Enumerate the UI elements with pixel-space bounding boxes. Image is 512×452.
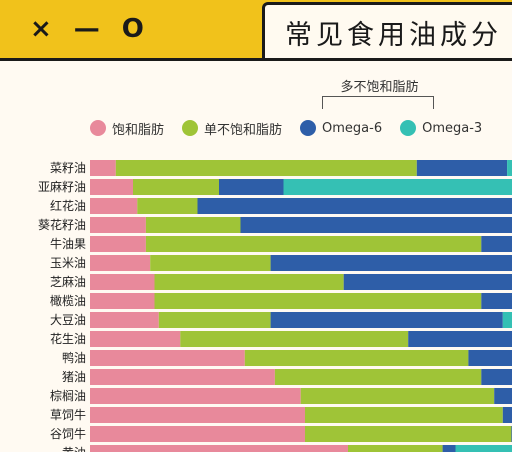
category-label: 黄油 (62, 446, 86, 452)
category-label: 玉米油 (50, 256, 86, 270)
legend-label: 饱和脂肪 (112, 122, 165, 138)
bar-segment (244, 350, 469, 366)
legend: 饱和脂肪 单不饱和脂肪 Omega-6 Omega-3 (90, 118, 500, 138)
bar-segment (90, 274, 155, 290)
bar-segment (90, 255, 151, 271)
legend-label: Omega-3 (422, 120, 483, 136)
bar-segment (305, 426, 512, 442)
bar-segment (90, 293, 155, 309)
bar-segment (300, 388, 495, 404)
bar-segment (90, 236, 146, 252)
bar-segment (416, 160, 508, 176)
legend-item: Omega-3 (400, 120, 482, 136)
maximize-icon[interactable]: O (121, 14, 148, 44)
legend-swatch (300, 120, 317, 136)
bar-segment (90, 350, 245, 366)
bar-segment (481, 293, 512, 309)
category-label: 花生油 (50, 331, 86, 346)
bar-segment (455, 445, 512, 452)
bar-segment (90, 407, 305, 423)
legend-swatch (90, 120, 106, 136)
legend-group-bracket (322, 96, 434, 109)
bar-segment (502, 407, 512, 423)
bar-segment (274, 369, 482, 385)
bar-segment (481, 236, 512, 252)
bar-segment (507, 160, 512, 176)
bar-segment (137, 198, 198, 214)
stacked-bar-chart: 菜籽油亚麻籽油红花油葵花籽油牛油果玉米油芝麻油橄榄油大豆油花生油鸭油猪油棕榈油草… (38, 160, 512, 452)
bar-segment (348, 445, 443, 452)
legend-group-label: 多不饱和脂肪 (340, 80, 419, 95)
bar-segment (270, 312, 503, 328)
category-label: 葵花籽油 (38, 217, 86, 232)
bar-segment (90, 445, 348, 452)
bar-segment (305, 407, 503, 423)
bar-segment (494, 388, 512, 404)
bar-segment (197, 198, 512, 214)
bar-segment (150, 255, 271, 271)
bar-segment (90, 426, 305, 442)
bar-segment (158, 312, 271, 328)
category-label: 橄榄油 (50, 293, 86, 308)
bar-segment (154, 274, 344, 290)
category-label: 谷饲牛 (50, 426, 86, 441)
bar-segment (283, 179, 512, 195)
title-box: 常见食用油成分 (262, 2, 512, 60)
category-label: 红花油 (50, 198, 86, 213)
bar-segment (90, 179, 133, 195)
bar-segment (90, 312, 159, 328)
legend-label: Omega-6 (322, 120, 383, 136)
bar-segment (145, 217, 241, 233)
bar-segment (90, 198, 138, 214)
category-label: 大豆油 (50, 313, 86, 327)
bar-segment (240, 217, 512, 233)
bar-segment (468, 350, 512, 366)
legend-label: 单不饱和脂肪 (204, 122, 283, 138)
bar-segment (133, 179, 219, 195)
close-icon[interactable]: × (30, 14, 56, 44)
legend-swatch (182, 120, 199, 136)
bar-segment (502, 312, 512, 328)
category-label: 草饲牛 (50, 407, 86, 422)
bar-segment (154, 293, 482, 309)
legend-item: 单不饱和脂肪 (182, 119, 282, 138)
bar-segment (115, 160, 417, 176)
category-label: 牛油果 (50, 236, 86, 251)
bar-segment (90, 160, 116, 176)
category-label: 鸭油 (62, 351, 86, 365)
legend-item: Omega-6 (300, 120, 382, 136)
legend-item: 饱和脂肪 (90, 119, 164, 138)
bar-segment (90, 369, 275, 385)
bar-segment (90, 217, 146, 233)
bar-segment (408, 331, 512, 347)
bar-segment (180, 331, 409, 347)
top-bar: × — O 常见食用油成分 (0, 0, 512, 60)
bar-segment (270, 255, 512, 271)
bar-segment (145, 236, 482, 252)
legend-swatch (400, 120, 417, 136)
bar-segment (343, 274, 512, 290)
category-label: 亚麻籽油 (38, 179, 86, 194)
window-controls: × — O (30, 14, 166, 44)
category-label: 菜籽油 (50, 161, 86, 175)
bar-segment (481, 369, 512, 385)
category-label: 芝麻油 (50, 274, 86, 289)
minimize-icon[interactable]: — (73, 14, 104, 44)
bar-segment (90, 331, 181, 347)
bar-segment (90, 388, 301, 404)
category-label: 棕榈油 (50, 388, 86, 403)
bar-segment (219, 179, 284, 195)
category-label: 猪油 (62, 370, 86, 384)
page-title: 常见食用油成分 (285, 20, 502, 51)
bar-segment (442, 445, 456, 452)
